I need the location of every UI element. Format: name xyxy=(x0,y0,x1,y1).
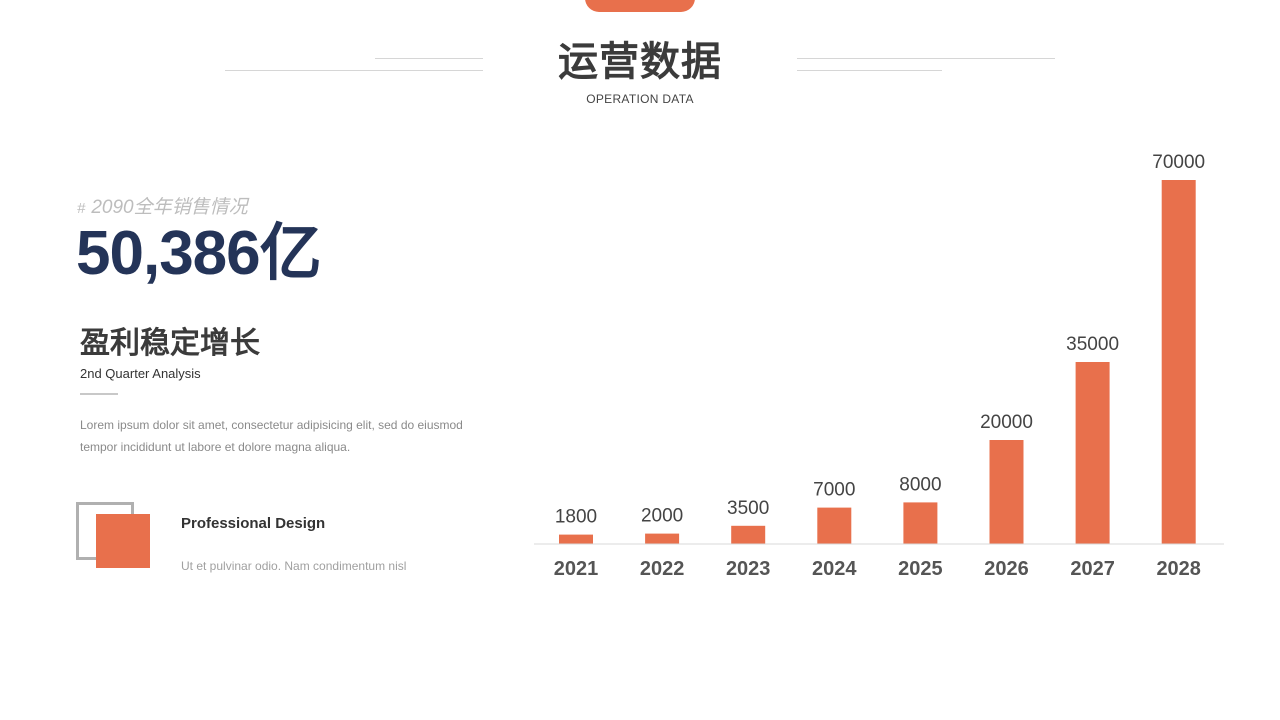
header-divider-right-top xyxy=(797,58,1055,59)
total-sales-figure: 50,386亿 xyxy=(76,219,322,288)
category-label-2023: 2023 xyxy=(726,558,771,580)
bar-2026 xyxy=(989,440,1024,544)
bar-2025 xyxy=(903,502,938,544)
bar-2028 xyxy=(1161,180,1196,544)
category-label-2027: 2027 xyxy=(1070,558,1115,580)
value-label-2022: 2000 xyxy=(641,506,683,527)
value-label-2024: 7000 xyxy=(813,480,855,501)
bar-2024 xyxy=(817,507,852,544)
filled-square-decoration xyxy=(96,514,150,568)
top-accent-tab xyxy=(585,0,695,12)
category-label-2028: 2028 xyxy=(1156,558,1201,580)
section-subheading: 2nd Quarter Analysis xyxy=(80,366,201,381)
section-heading: 盈利稳定增长 xyxy=(80,327,260,360)
bar-group: 1800 2021 2000 2022 3500 2023 7000 2024 8000 2025… xyxy=(554,152,1205,580)
header-divider-left-top xyxy=(375,58,483,59)
value-label-2021: 1800 xyxy=(555,507,597,528)
sales-bar-chart: 1800 2021 2000 2022 3500 2023 7000 2024 8000 2025… xyxy=(534,152,1224,580)
summary-tag-text: 2090全年销售情况 xyxy=(91,197,248,218)
body-paragraph: Lorem ipsum dolor sit amet, consectetur … xyxy=(80,418,463,454)
category-label-2022: 2022 xyxy=(640,558,685,580)
category-label-2026: 2026 xyxy=(984,558,1029,580)
feature-description: Ut et pulvinar odio. Nam condimentum nis… xyxy=(181,559,407,573)
value-label-2025: 8000 xyxy=(899,474,941,495)
summary-tag: #2090全年销售情况 xyxy=(77,192,248,219)
hash-mark: # xyxy=(77,200,86,217)
value-label-2023: 3500 xyxy=(727,498,769,519)
category-label-2021: 2021 xyxy=(554,558,599,580)
value-label-2026: 20000 xyxy=(980,412,1033,433)
category-label-2025: 2025 xyxy=(898,558,943,580)
header-divider-left-bottom xyxy=(225,70,483,71)
bar-2023 xyxy=(731,525,766,544)
feature-title: Professional Design xyxy=(181,515,326,532)
value-label-2028: 70000 xyxy=(1152,152,1205,173)
bar-2021 xyxy=(559,534,593,544)
header-divider-right-bottom xyxy=(797,70,942,71)
bar-2022 xyxy=(645,533,680,544)
bar-2027 xyxy=(1075,362,1110,544)
value-label-2027: 35000 xyxy=(1066,334,1119,355)
page-title: 运营数据 xyxy=(558,40,722,84)
short-divider xyxy=(80,393,118,395)
page-subtitle: OPERATION DATA xyxy=(586,92,694,106)
category-label-2024: 2024 xyxy=(812,558,857,580)
